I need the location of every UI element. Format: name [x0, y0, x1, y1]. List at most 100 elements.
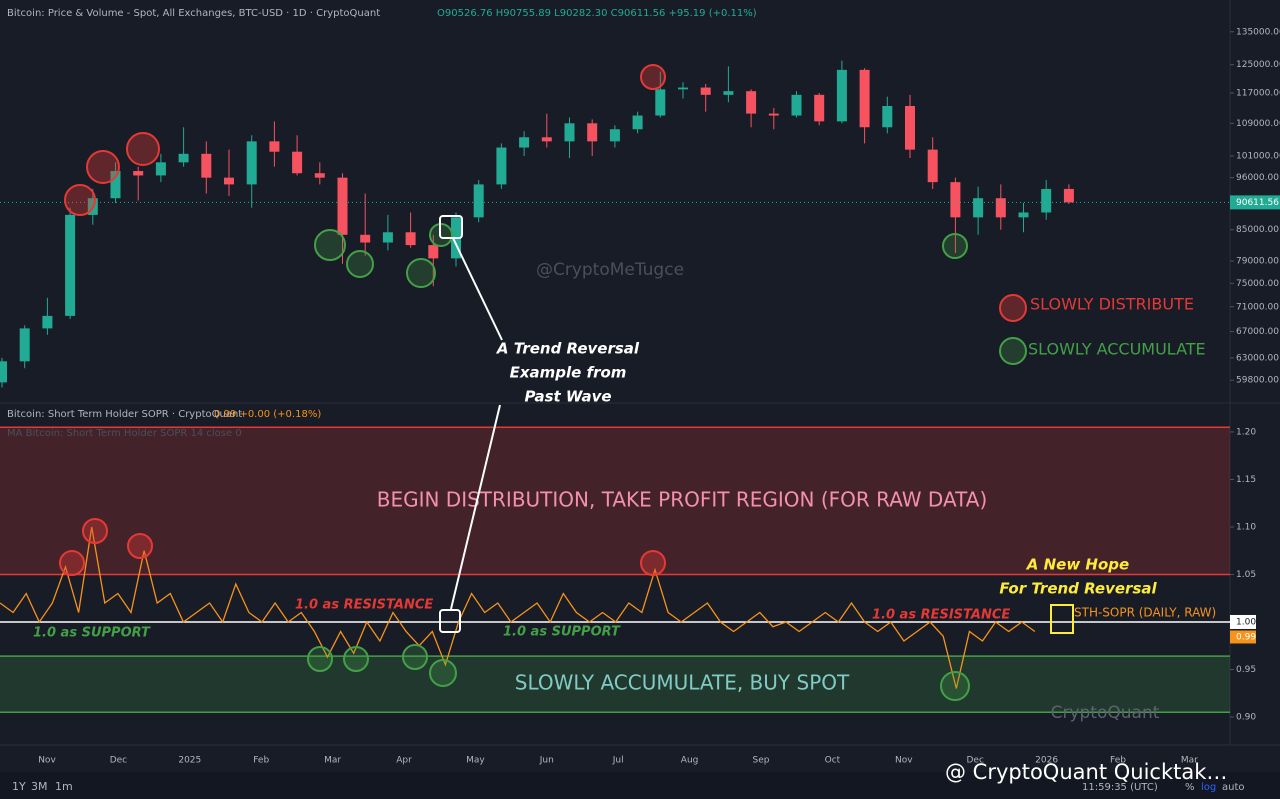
highlight-box [439, 609, 461, 633]
candle-body [905, 105, 915, 150]
y-tick-label: 1.05 [1236, 570, 1256, 580]
texts: Bitcoin: Price & Volume - Spot, All Exch… [7, 8, 1245, 793]
candle-body [337, 177, 348, 235]
annotation-line: Example from [510, 364, 627, 382]
annotation: A Trend Reversal Example from Past Wave [496, 340, 640, 406]
legend-circle [999, 294, 1027, 322]
chart-title: Bitcoin: Price & Volume - Spot, All Exch… [7, 8, 380, 19]
pointer-line [452, 237, 503, 341]
candle-body [541, 137, 552, 142]
circle [127, 533, 153, 559]
candle-body [973, 198, 984, 218]
zone [0, 656, 1230, 713]
candle-body [995, 198, 1006, 218]
candle-body [678, 87, 688, 90]
scale-button[interactable]: % [1185, 782, 1195, 793]
circle [126, 132, 160, 166]
x-tick-label: Dec [110, 756, 127, 766]
candle-body [405, 232, 416, 246]
distribute-circles [59, 64, 1027, 576]
candle-body [791, 94, 802, 116]
annotation-line: A Trend Reversal [496, 340, 640, 358]
candle-body [1063, 188, 1074, 203]
candle-body [814, 94, 825, 122]
toolbar: 1Y 3M 1m 11:59:35 (UTC) % log auto [12, 780, 1245, 793]
circle [640, 64, 666, 90]
watermark: @CryptoMeTugce [536, 260, 684, 280]
candle-body [655, 89, 666, 116]
x-tick-label: Nov [895, 756, 913, 766]
x-tick-label: Oct [825, 756, 841, 766]
zone-label: SLOWLY ACCUMULATE, BUY SPOT [515, 671, 850, 695]
candle-body [564, 123, 575, 142]
candle-body [859, 69, 870, 128]
y-tick-label: 1.20 [1236, 427, 1256, 437]
candle-body [42, 315, 53, 329]
circle [314, 229, 346, 261]
highlight-box [439, 215, 463, 239]
zone [0, 427, 1230, 575]
circle [402, 644, 428, 670]
candle-body [133, 171, 144, 176]
candle-body [428, 245, 439, 259]
range-button[interactable]: 3M [31, 780, 48, 793]
x-tick-label: 2026 [1035, 756, 1058, 766]
x-tick-label: 2025 [178, 756, 201, 766]
resistance-label: 1.0 as RESISTANCE [295, 598, 433, 613]
candle-body [269, 141, 280, 152]
candle-body [224, 177, 234, 185]
annotation-line: Past Wave [524, 388, 611, 406]
x-tick-label: Jun [539, 756, 554, 766]
y-tick-label: 109000.00 [1236, 119, 1280, 129]
level-labels: 1.0 as SUPPORT 1.0 as SUPPORT 1.0 as RES… [33, 598, 1010, 641]
series-label: STH-SOPR (DAILY, RAW) [1074, 606, 1216, 620]
scale-button[interactable]: log [1201, 782, 1216, 793]
range-button[interactable]: 1Y [12, 780, 26, 793]
candle-body [110, 171, 121, 199]
y-tick-label: 75000.00 [1236, 279, 1279, 289]
plot-layer: 59800.00 63000.00 67000.00 71000.00 75000.00… [0, 27, 1280, 766]
toolbar-bg [0, 772, 1280, 799]
circle [86, 150, 120, 184]
ma-title: MA Bitcoin: Short Term Holder SOPR 14 cl… [7, 428, 242, 439]
resistance-label: 1.0 as RESISTANCE [872, 608, 1010, 623]
candle-body [836, 69, 847, 122]
pointer-line [450, 404, 501, 610]
x-tick-label: Feb [1110, 756, 1126, 766]
x-tick-label: Feb [253, 756, 269, 766]
range-button[interactable]: 1m [55, 780, 73, 793]
circle [82, 518, 108, 544]
candle-body [246, 141, 257, 185]
circle [64, 184, 96, 216]
x-tick-label: Jul [612, 756, 624, 766]
candle-body [201, 153, 212, 178]
sopr-line [0, 526, 1036, 689]
x-tick-label: Nov [38, 756, 56, 766]
circle [346, 250, 374, 278]
candle-body [0, 361, 7, 383]
candle-body [19, 328, 30, 362]
x-tick-label: Sep [753, 756, 770, 766]
circle [406, 258, 436, 288]
candle-body [768, 113, 779, 116]
last-price-box [1230, 195, 1280, 210]
legend-label: SLOWLY ACCUMULATE [1028, 340, 1206, 359]
x-tick-label: Aug [681, 756, 699, 766]
y-tick-label: 1.15 [1236, 475, 1256, 485]
circle [307, 646, 333, 672]
candle-body [700, 87, 711, 95]
y-tick-label: 79000.00 [1236, 257, 1279, 267]
scale-button[interactable]: auto [1222, 782, 1245, 793]
legend-label: SLOWLY DISTRIBUTE [1030, 295, 1194, 314]
circle [343, 646, 369, 672]
candle-body [496, 147, 507, 185]
y-tick-label: 117000.00 [1236, 89, 1280, 99]
candle-body [746, 91, 757, 114]
candle-body [950, 182, 961, 218]
pane-title: Bitcoin: Short Term Holder SOPR · Crypto… [7, 409, 242, 420]
y-tick-label: 1.10 [1236, 522, 1256, 532]
circle [942, 233, 968, 259]
y-tick-label: 67000.00 [1236, 327, 1279, 337]
candle-body [609, 129, 620, 142]
